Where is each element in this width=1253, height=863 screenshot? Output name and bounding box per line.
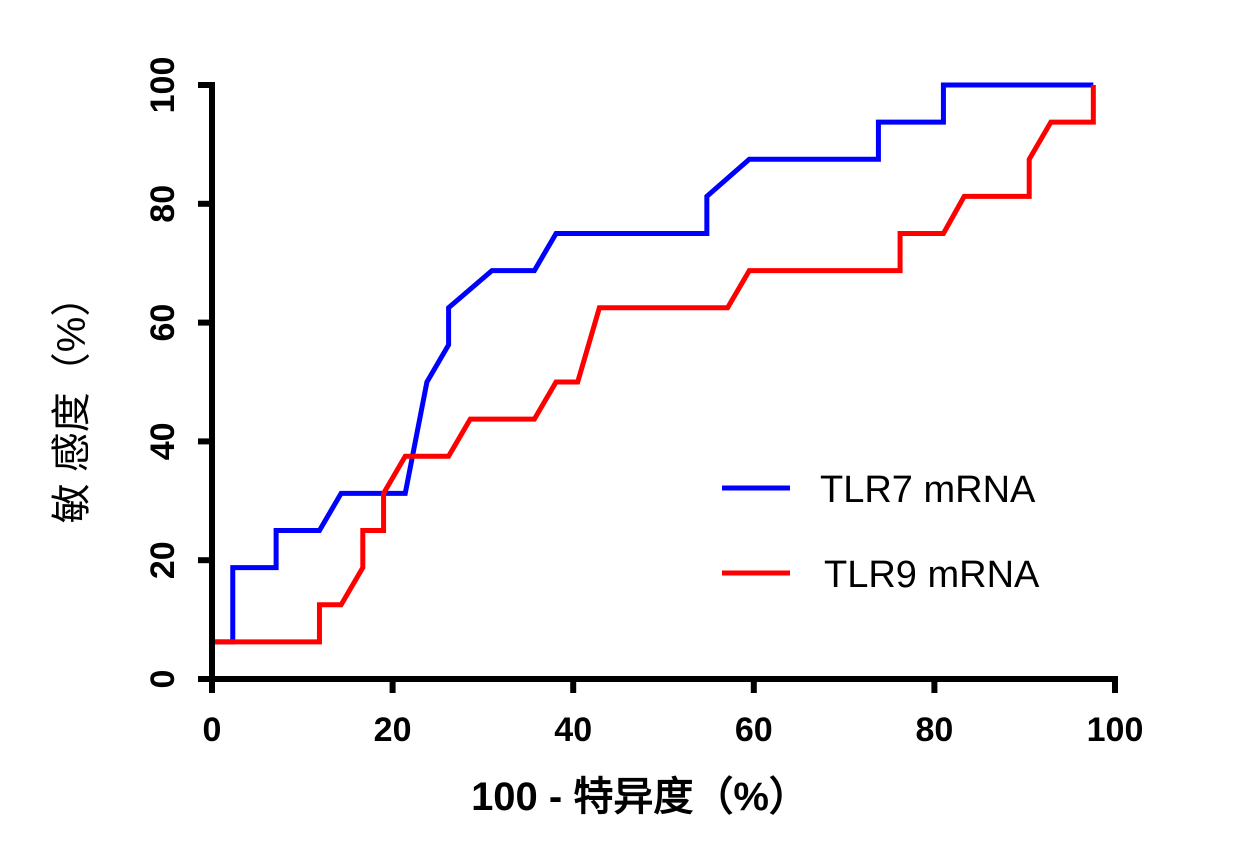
legend-label-tlr7: TLR7 mRNA [820,469,1036,511]
x-tick-label: 60 [735,711,773,749]
y-tick-label: 40 [144,422,182,460]
ticks: 0 20 40 60 80 100 0 20 40 60 80 100 [144,57,1143,749]
y-tick-label: 60 [144,304,182,342]
y-tick-label: 100 [144,57,182,114]
y-tick-label: 20 [144,541,182,579]
axes [209,82,1118,682]
x-tick-label: 20 [374,711,412,749]
x-tick-label: 40 [554,711,592,749]
x-tick-label: 100 [1087,711,1144,749]
series-line-tlr7-mrna [212,82,1094,645]
legend-label-tlr9: TLR9 mRNA [824,554,1040,596]
x-tick-label: 0 [203,711,222,749]
x-axis-label: 100 - 特异度（%） [471,775,809,819]
x-tick-label: 80 [915,711,953,749]
plot-lines [212,82,1096,645]
legend: TLR7 mRNA TLR9 mRNA [722,469,1040,596]
y-tick-label: 80 [144,185,182,223]
y-tick-label: 0 [144,670,182,689]
y-axis-label: 敏 感度（%） [50,277,94,524]
series-line-tlr9-mrna [212,85,1096,645]
